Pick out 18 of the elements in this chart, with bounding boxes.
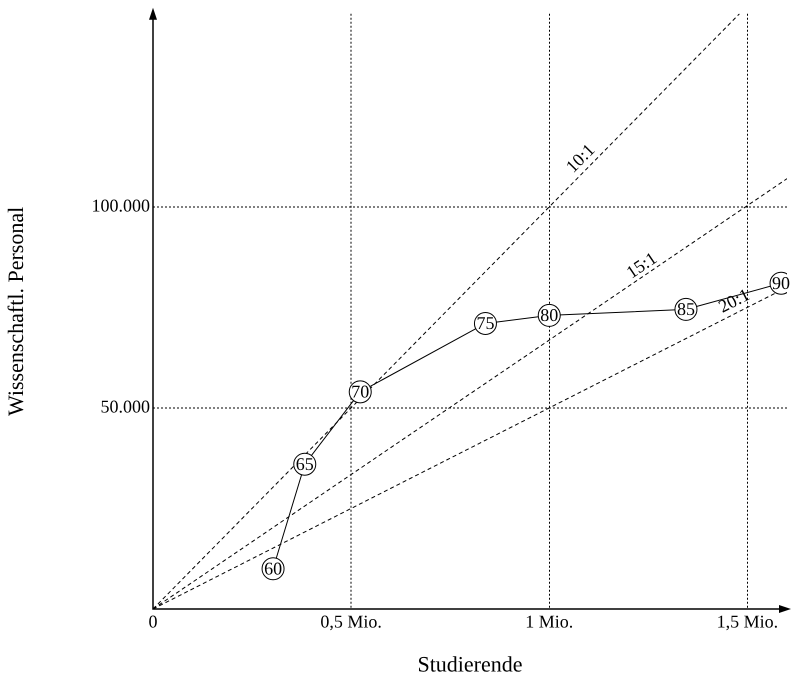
annotation: 70 [351, 382, 370, 402]
annotation: 60 [264, 558, 282, 579]
annotation: 75 [476, 313, 494, 334]
y-tick-label: 50.000 [100, 396, 150, 417]
y-tick-label: 100.000 [92, 196, 150, 216]
annotation: 80 [540, 305, 558, 326]
x-tick-label: 0,5 Mio. [320, 612, 382, 632]
annotation: 20:1 [715, 284, 753, 317]
y-axis-title: Wissenschaftl. Personal [2, 206, 28, 416]
annotation: 10:1 [562, 140, 598, 176]
annotation: 15:1 [622, 248, 660, 282]
annotation: 85 [676, 299, 695, 320]
x-tick-label: 0 [148, 612, 158, 632]
x-axis-title: Studierende [417, 652, 523, 677]
annotation: 65 [296, 454, 314, 474]
x-tick-label: 1,5 Mio. [716, 612, 778, 632]
annotation: 90 [772, 272, 790, 293]
x-tick-label: 1 Mio. [525, 612, 574, 632]
